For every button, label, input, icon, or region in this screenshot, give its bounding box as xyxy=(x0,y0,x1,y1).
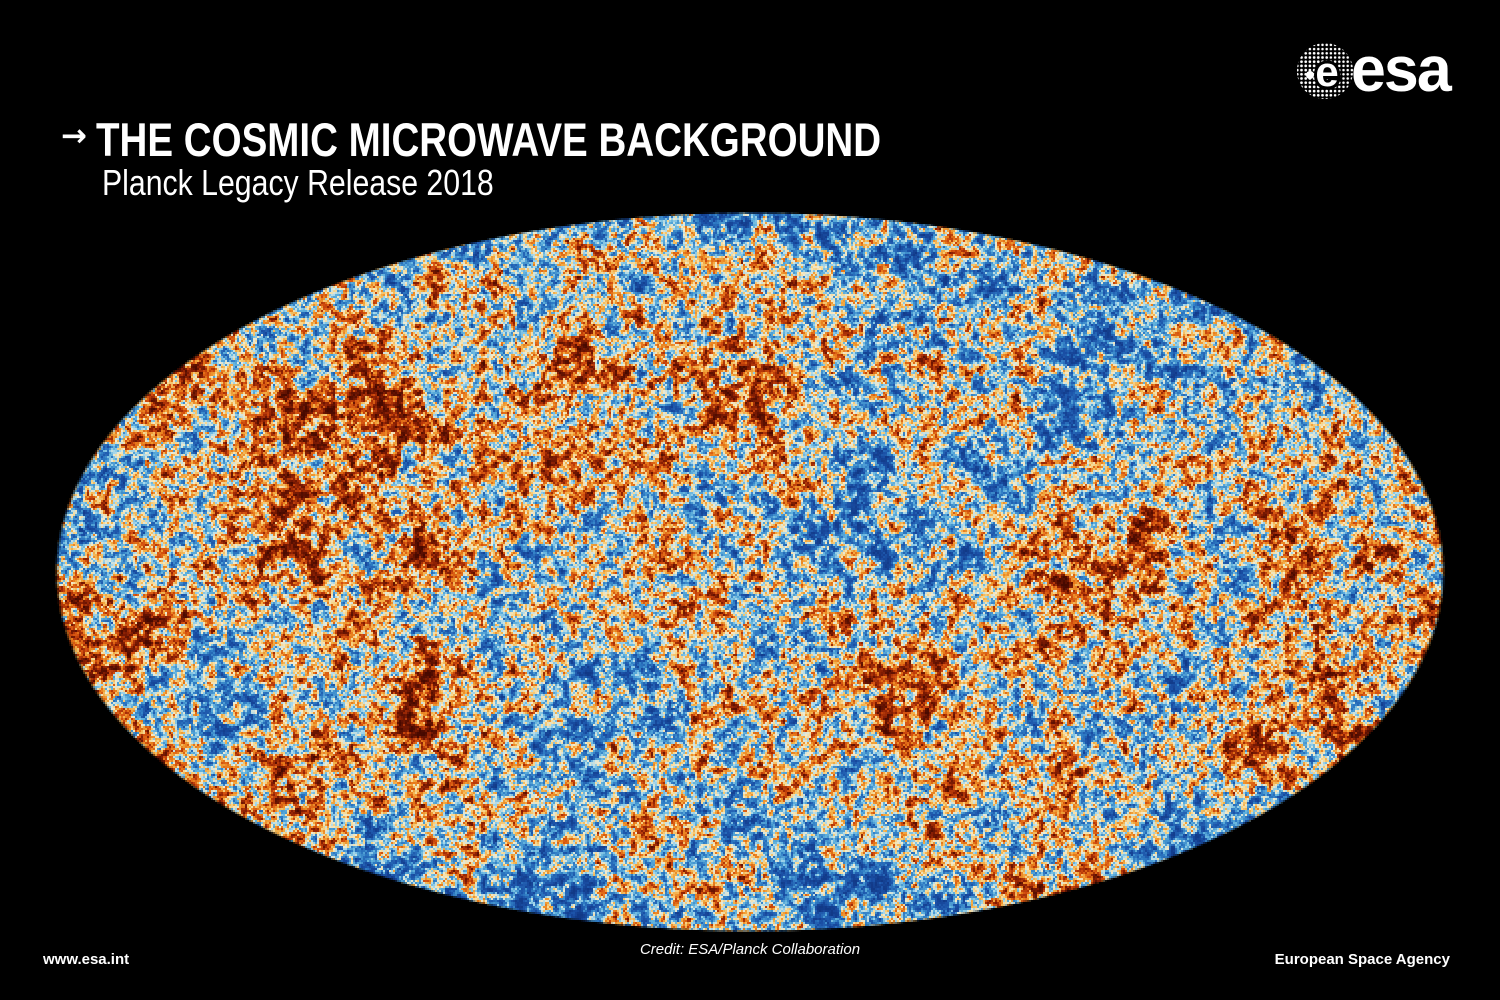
title-arrow-icon: → xyxy=(61,118,87,154)
page-title: THE COSMIC MICROWAVE BACKGROUND xyxy=(96,113,882,166)
page-subtitle: Planck Legacy Release 2018 xyxy=(102,162,494,203)
esa-wordmark: esa xyxy=(1351,33,1452,105)
esa-globe-icon: e xyxy=(1297,43,1354,99)
website-text: www.esa.int xyxy=(43,951,130,968)
cmb-map xyxy=(55,212,1445,932)
esa-logo: e esa xyxy=(1291,26,1452,118)
credit-text: Credit: ESA/Planck Collaboration xyxy=(639,941,861,958)
esa-globe-letter: e xyxy=(1316,48,1339,95)
agency-text: European Space Agency xyxy=(1274,951,1450,968)
